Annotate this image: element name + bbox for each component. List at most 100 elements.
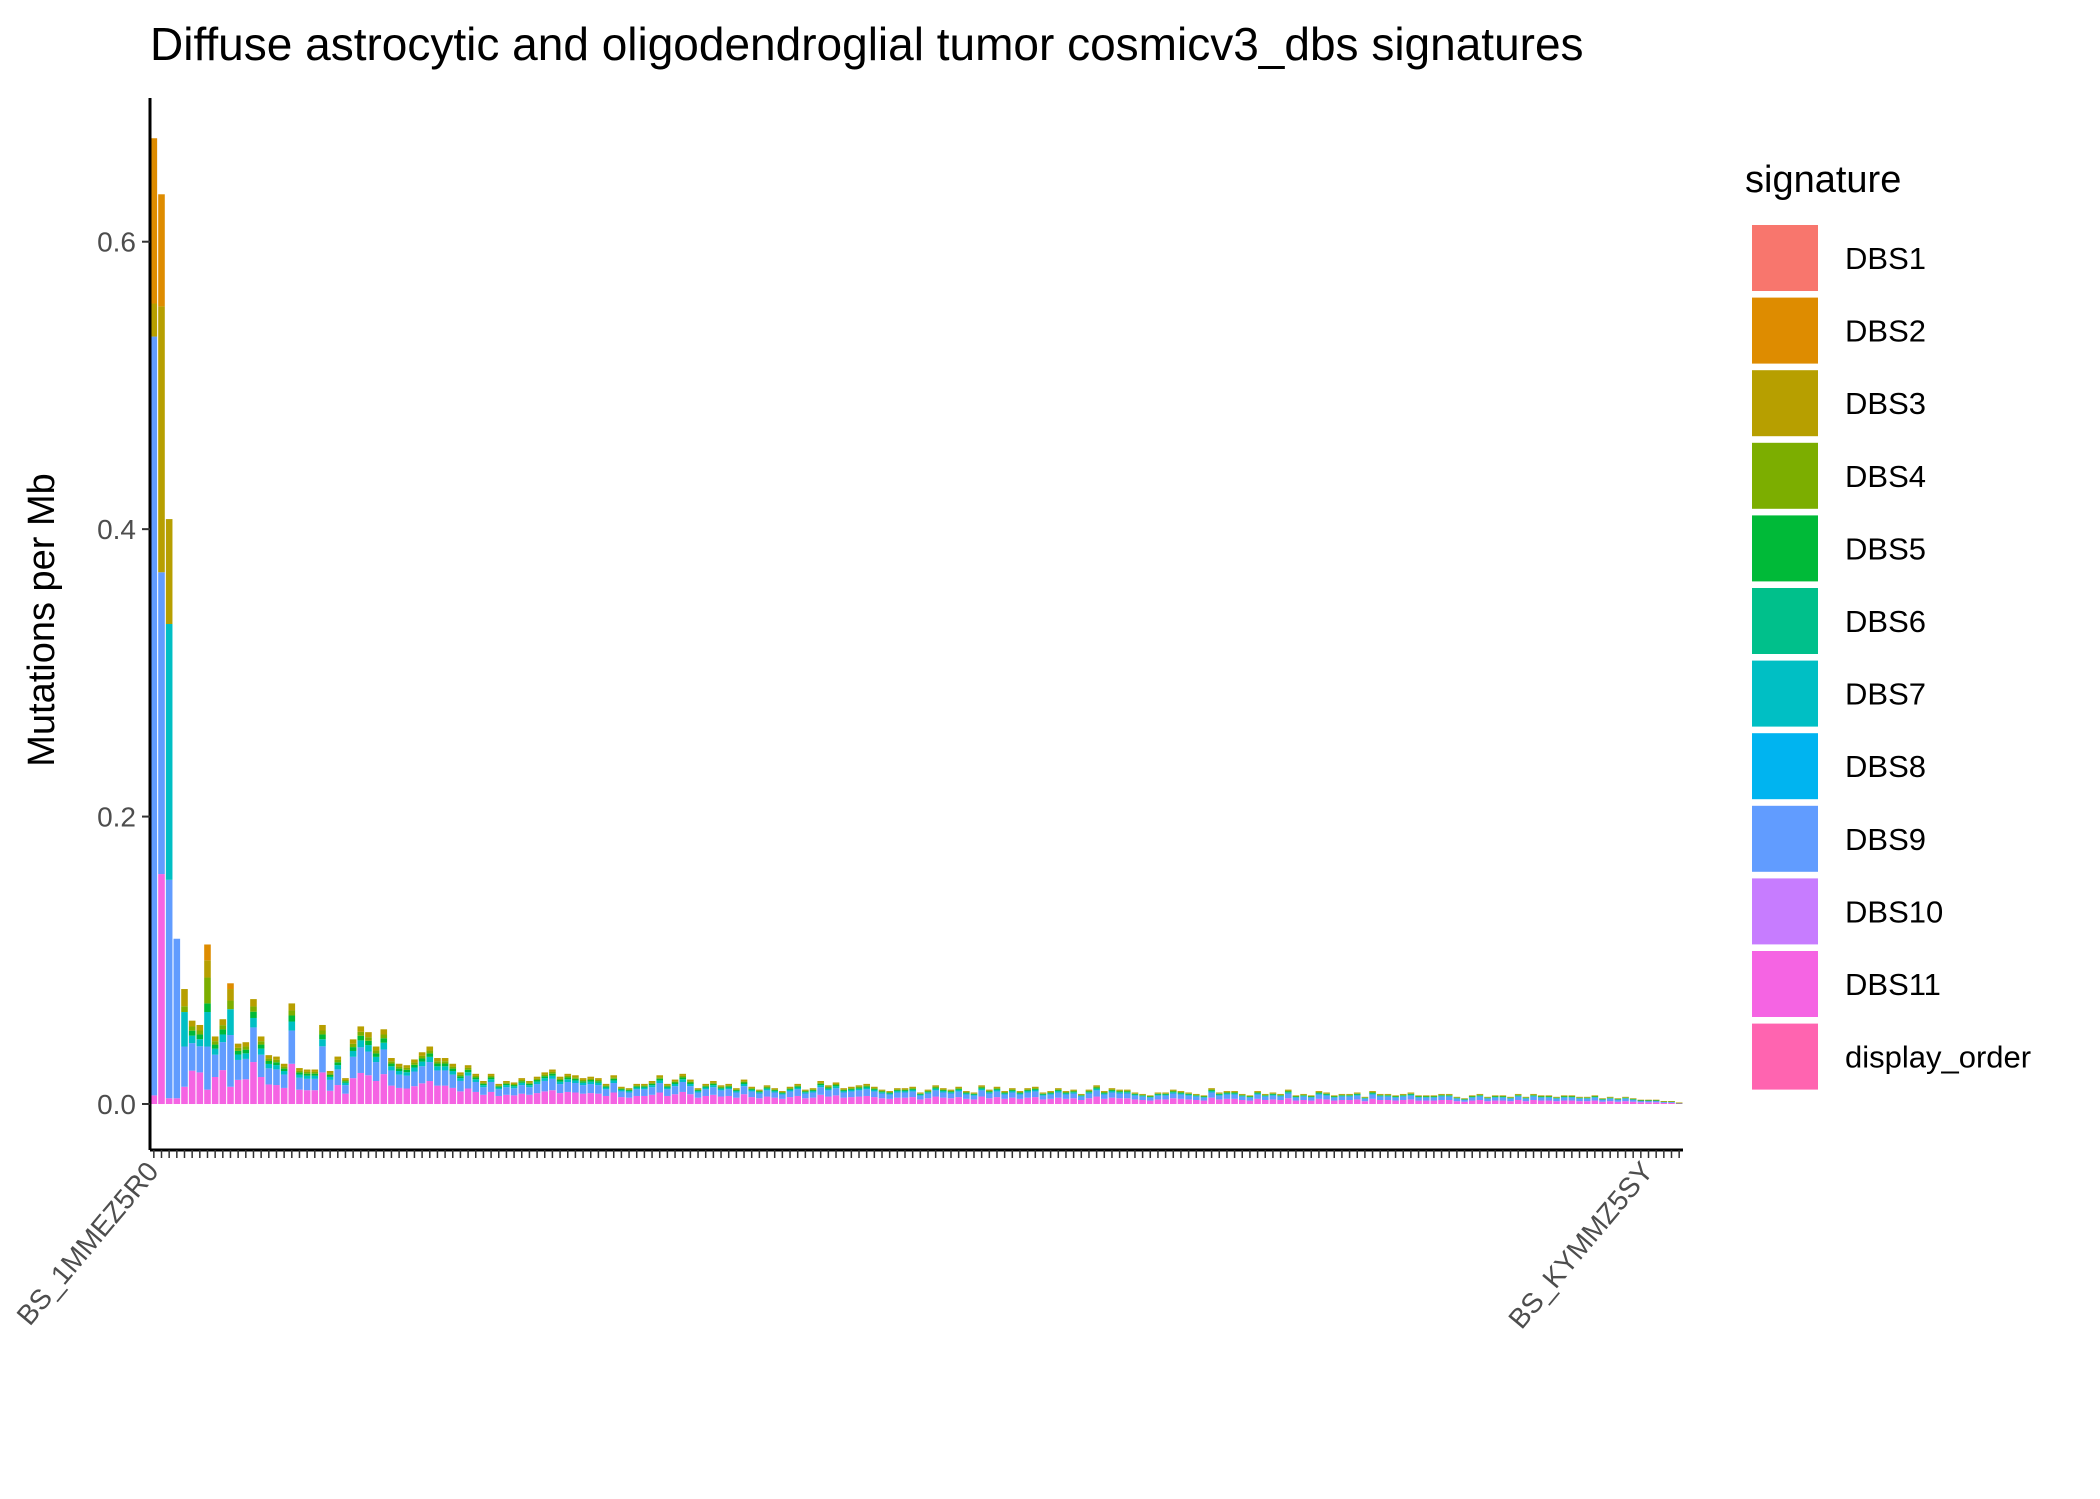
bar-segment-dbs5	[970, 1093, 978, 1095]
bar-stack	[1445, 1093, 1453, 1105]
bar-segment-dbs5	[932, 1087, 939, 1089]
bar-segment-dbs11	[372, 1081, 380, 1105]
bar-segment-dbs5	[1468, 1096, 1476, 1097]
bar-segment-dbs3	[1055, 1088, 1062, 1090]
bar-stack	[1238, 1093, 1246, 1105]
bar-segment-dbs3	[188, 1020, 196, 1027]
bar-segment-dbs5	[579, 1081, 587, 1083]
bar-segment-dbs11	[1024, 1097, 1031, 1105]
bar-stack	[602, 1083, 610, 1105]
bar-segment-dbs5	[602, 1086, 610, 1088]
bar-stack	[878, 1089, 886, 1105]
bar-segment-dbs3	[970, 1092, 978, 1094]
bar-stack	[924, 1089, 932, 1105]
bar-segment-dbs7	[549, 1075, 556, 1079]
bar-segment-dbs4	[702, 1085, 710, 1087]
bar-segment-dbs3	[779, 1091, 786, 1092]
bar-segment-dbs4	[1269, 1093, 1277, 1094]
legend-swatch-dbs8	[1752, 733, 1818, 800]
bar-segment-dbs7	[1185, 1094, 1192, 1096]
bar-segment-dbs4	[1139, 1094, 1146, 1096]
bar-segment-dbs7	[334, 1065, 342, 1070]
bar-segment-dbs9	[1162, 1095, 1169, 1100]
bar-stack	[1384, 1093, 1392, 1105]
bar-segment-dbs9	[679, 1081, 687, 1092]
bar-segment-dbs5	[257, 1044, 265, 1049]
bar-segment-dbs11	[280, 1087, 288, 1105]
bar-segment-dbs4	[710, 1082, 717, 1084]
bar-segment-dbs3	[1246, 1095, 1254, 1096]
bar-segment-dbs5	[786, 1088, 794, 1090]
bar-stack	[1292, 1095, 1300, 1105]
bar-segment-dbs5	[518, 1081, 526, 1083]
bar-segment-dbs9	[1369, 1094, 1376, 1099]
bar-segment-dbs4	[472, 1075, 480, 1078]
bar-segment-dbs9	[1330, 1097, 1338, 1101]
bar-stack	[1246, 1095, 1254, 1105]
bar-segment-dbs4	[1507, 1097, 1514, 1098]
bar-stack	[1254, 1091, 1261, 1105]
bar-segment-dbs3	[595, 1078, 602, 1080]
bar-segment-dbs9	[1361, 1098, 1369, 1102]
bar-segment-dbs5	[740, 1082, 748, 1084]
legend-swatch-dbs7	[1752, 660, 1818, 727]
bar-segment-dbs7	[1637, 1100, 1645, 1101]
bar-segment-dbs5	[1407, 1093, 1415, 1095]
bar-segment-dbs11	[1606, 1101, 1614, 1105]
bar-segment-dbs7	[1514, 1095, 1522, 1097]
bar-segment-dbs5	[1246, 1096, 1254, 1097]
bar-segment-dbs11	[196, 1072, 204, 1105]
legend-label: DBS1	[1845, 241, 1926, 276]
bar-stack	[395, 1063, 403, 1105]
bar-segment-dbs11	[357, 1072, 365, 1105]
bar-stack	[1392, 1095, 1399, 1105]
bar-stack	[1078, 1093, 1085, 1105]
bar-segment-dbs3	[1169, 1089, 1177, 1091]
bar-segment-dbs7	[1461, 1099, 1468, 1100]
bar-segment-dbs5	[1576, 1097, 1583, 1099]
bar-segment-dbs5	[388, 1063, 395, 1067]
bar-segment-dbs5	[779, 1092, 786, 1094]
bar-segment-dbs7	[526, 1085, 533, 1088]
bar-segment-dbs7	[1047, 1093, 1054, 1095]
bar-segment-dbs5	[610, 1078, 618, 1081]
bar-segment-dbs4	[963, 1091, 970, 1093]
bar-segment-dbs4	[1576, 1097, 1583, 1098]
bar-segment-dbs5	[641, 1086, 648, 1088]
bar-segment-dbs11	[265, 1084, 273, 1105]
bar-segment-dbs4	[1453, 1097, 1461, 1098]
bar-segment-dbs11	[1108, 1097, 1116, 1105]
bar-stack	[1614, 1098, 1622, 1105]
bar-segment-dbs9	[1553, 1098, 1560, 1102]
bar-stack	[817, 1081, 824, 1105]
legend-label: DBS7	[1845, 677, 1926, 712]
bar-segment-dbs5	[924, 1091, 932, 1093]
bar-segment-dbs4	[372, 1050, 380, 1054]
bar-segment-dbs3	[1277, 1093, 1284, 1095]
bar-segment-dbs4	[809, 1089, 817, 1091]
legend-swatch-display_order	[1752, 1023, 1818, 1090]
bar-segment-dbs7	[1453, 1098, 1461, 1099]
bar-stack	[1622, 1096, 1629, 1105]
bar-stack	[541, 1072, 549, 1105]
bar-segment-dbs11	[380, 1074, 388, 1105]
bar-segment-dbs5	[395, 1068, 403, 1072]
bar-segment-dbs11	[878, 1098, 886, 1105]
bar-segment-dbs11	[871, 1097, 878, 1105]
bar-segment-dbs11	[748, 1097, 755, 1105]
bar-segment-dbs7	[710, 1085, 717, 1088]
legend-title: signature	[1745, 159, 1901, 201]
bar-segment-dbs4	[319, 1030, 326, 1035]
bar-segment-dbs9	[740, 1086, 748, 1095]
bar-segment-dbs7	[886, 1093, 893, 1095]
bar-segment-dbs4	[671, 1081, 679, 1083]
bar-segment-dbs9	[518, 1085, 526, 1094]
bar-segment-dbs7	[1545, 1096, 1553, 1098]
bar-segment-dbs3	[848, 1086, 855, 1088]
bar-segment-dbs9	[848, 1091, 855, 1098]
bar-stack	[1315, 1091, 1323, 1105]
bar-segment-dbs9	[809, 1092, 817, 1098]
bar-segment-dbs4	[403, 1067, 411, 1070]
bar-segment-dbs5	[794, 1086, 801, 1088]
bar-segment-dbs9	[219, 1042, 227, 1071]
